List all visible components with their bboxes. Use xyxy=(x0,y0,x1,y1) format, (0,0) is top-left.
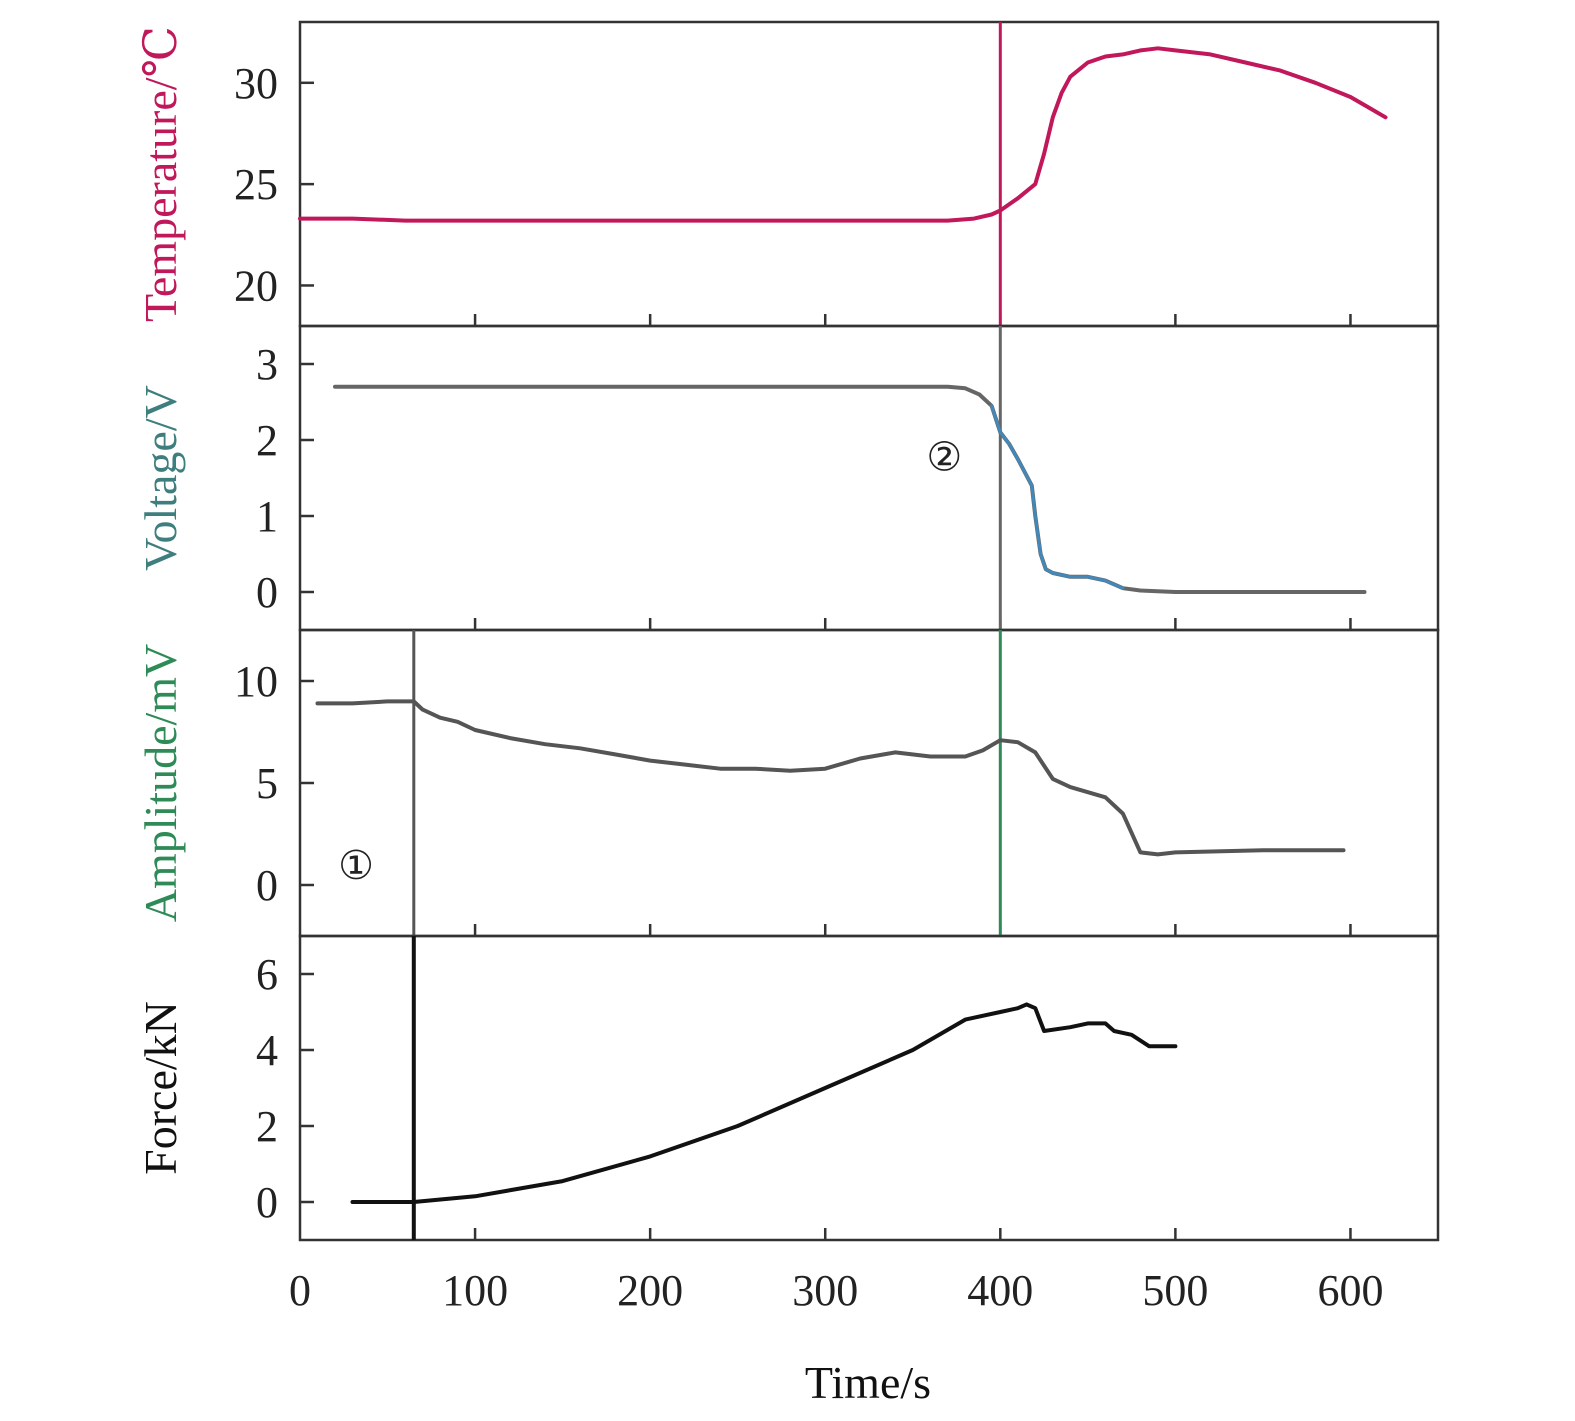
temperature-y-tick-label: 20 xyxy=(234,261,278,310)
amplitude-frame xyxy=(298,628,1440,938)
temperature-y-tick-label: 30 xyxy=(234,59,278,108)
chart-panels: 202530Temperature/℃0123②Voltage/V0510①Am… xyxy=(135,20,1440,1242)
voltage-series-line xyxy=(333,384,1367,594)
voltage-y-tick-label: 0 xyxy=(256,568,278,617)
force-y-tick-label: 4 xyxy=(256,1026,278,1075)
temperature-series-line xyxy=(298,46,1388,223)
voltage-annotation: ② xyxy=(926,434,962,479)
x-tick-label: 100 xyxy=(442,1266,508,1315)
amplitude-y-tick-label: 5 xyxy=(256,759,278,808)
panel-amplitude: 0 5 10 ① Amplitude/mV xyxy=(135,628,1440,938)
amplitude-y-axis-label: Amplitude/mV xyxy=(135,644,186,923)
x-axis-label: Time/s xyxy=(805,1357,931,1408)
x-tick-label: 0 xyxy=(289,1266,311,1315)
voltage-frame xyxy=(298,324,1440,632)
x-axis: Time/s 0 100 200 300 400 500 600 xyxy=(289,1266,1383,1408)
voltage-y-tick-label: 2 xyxy=(256,416,278,465)
panel-force: 0 2 4 6 Force/kN xyxy=(135,934,1440,1242)
temperature-y-tick-label: 25 xyxy=(234,160,278,209)
force-y-axis-label: Force/kN xyxy=(135,1001,186,1175)
amplitude-series-line xyxy=(315,699,1346,857)
panel-temperature: 20 25 30 Temperature/℃ xyxy=(135,20,1440,328)
amplitude-annotation: ① xyxy=(338,843,374,888)
x-tick-label: 400 xyxy=(967,1266,1033,1315)
amplitude-y-tick-label: 10 xyxy=(234,657,278,706)
voltage-series-highlight xyxy=(990,404,1125,590)
temperature-y-axis-label: Temperature/℃ xyxy=(135,26,186,322)
voltage-y-tick-label: 1 xyxy=(256,492,278,541)
x-tick-label: 600 xyxy=(1317,1266,1383,1315)
amplitude-y-tick-label: 0 xyxy=(256,861,278,910)
voltage-y-tick-label: 3 xyxy=(256,340,278,389)
force-series-line xyxy=(350,1002,1178,1204)
force-y-tick-label: 2 xyxy=(256,1102,278,1151)
panel-voltage: 0 1 2 3 ② Voltage/V xyxy=(135,324,1440,632)
force-y-tick-label: 6 xyxy=(256,950,278,999)
force-frame xyxy=(298,934,1440,1242)
voltage-y-axis-label: Voltage/V xyxy=(135,385,186,571)
x-tick-label: 300 xyxy=(792,1266,858,1315)
x-tick-label: 200 xyxy=(617,1266,683,1315)
x-tick-label: 500 xyxy=(1142,1266,1208,1315)
force-y-tick-label: 0 xyxy=(256,1178,278,1227)
